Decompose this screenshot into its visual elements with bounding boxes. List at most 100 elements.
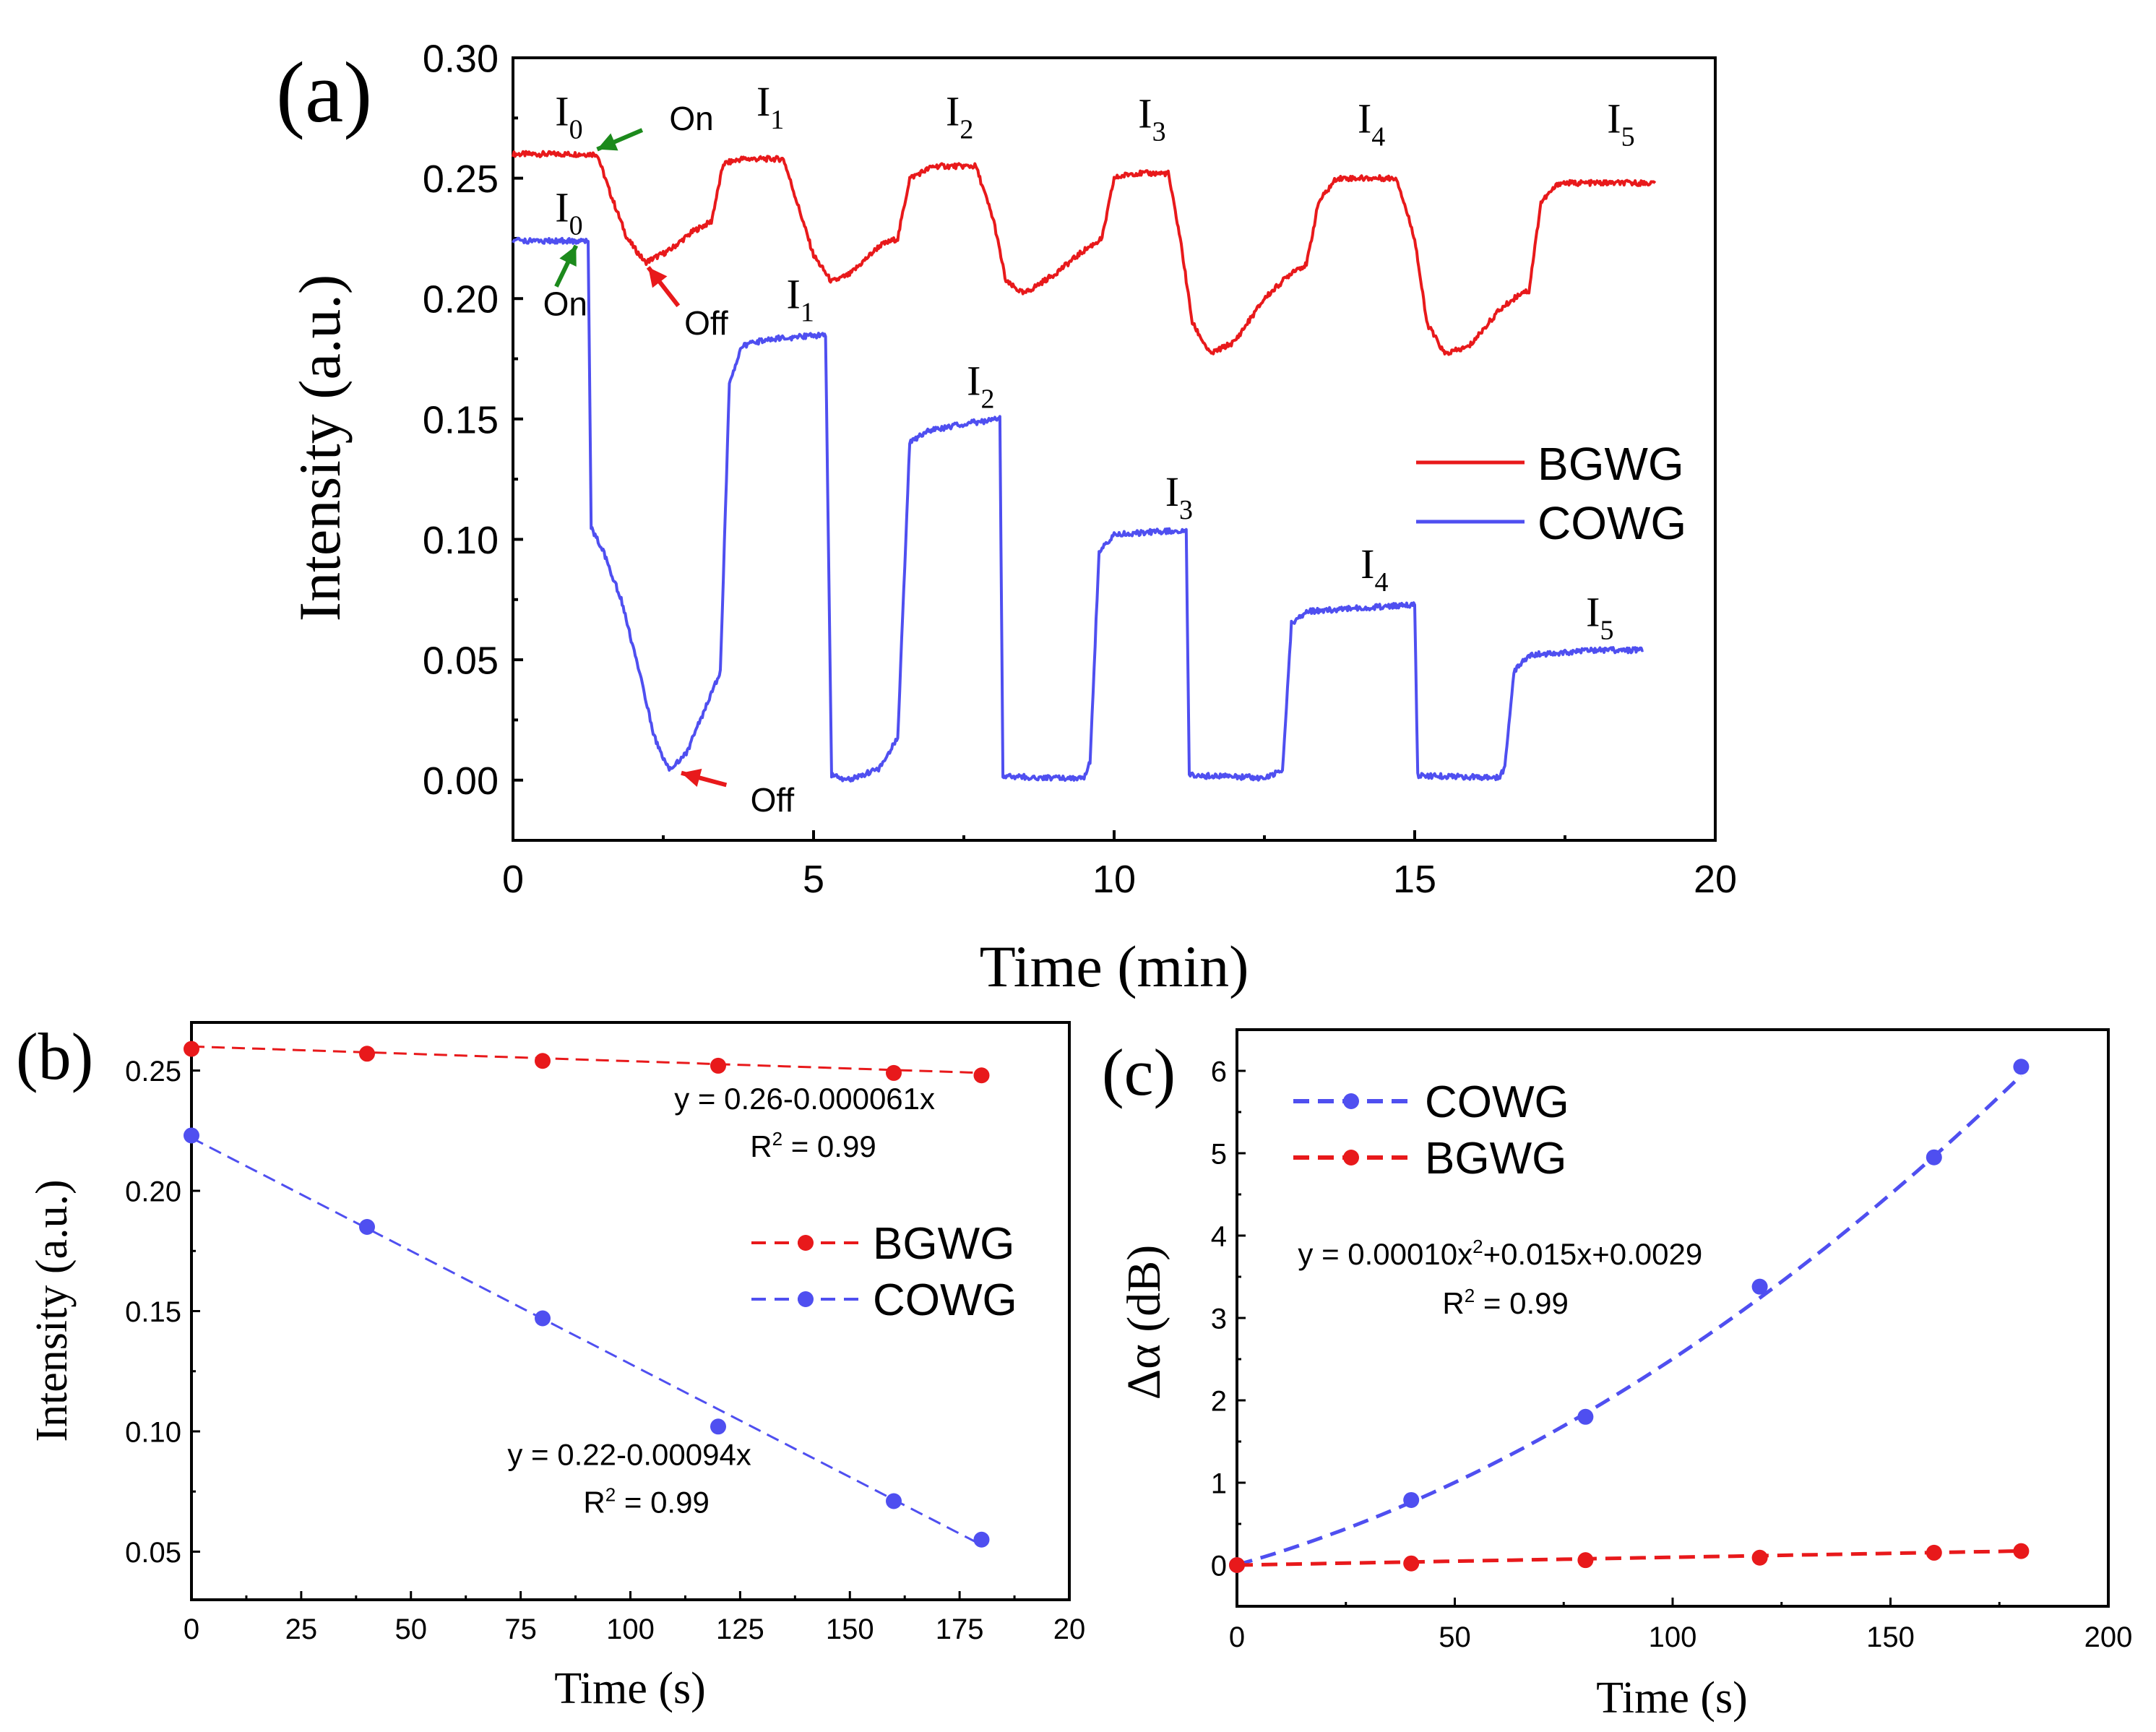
data-point-bgwg bbox=[184, 1041, 199, 1057]
legend-marker-bgwg-c bbox=[1343, 1150, 1359, 1166]
level-label-subscript: 5 bbox=[1621, 121, 1635, 152]
fit-r-squared-value: = 0.99 bbox=[782, 1129, 876, 1163]
y-axis-title-b: Intensity (a.u.) bbox=[27, 1179, 77, 1442]
y-axis-title-c: Δα (dB) bbox=[1118, 1245, 1170, 1400]
annotation-arrow-head bbox=[681, 768, 702, 787]
fit-equation: y = 0.26-0.000061x bbox=[674, 1082, 935, 1116]
data-point-cowg bbox=[973, 1531, 990, 1548]
legend-c: COWG BGWG bbox=[1293, 1077, 1569, 1184]
x-tick-label: 150 bbox=[826, 1613, 874, 1645]
data-point-cowg bbox=[535, 1310, 551, 1327]
legend-label-cowg-c: COWG bbox=[1425, 1077, 1569, 1127]
y-tick-label: 0.25 bbox=[125, 1056, 181, 1087]
level-label-bgwg-1: I1 bbox=[756, 78, 784, 135]
legend-label-bgwg-c: BGWG bbox=[1425, 1134, 1566, 1184]
level-label-subscript: 5 bbox=[1600, 615, 1613, 645]
data-point-bgwg bbox=[2013, 1543, 2030, 1559]
data-point-bgwg bbox=[973, 1067, 990, 1084]
data-point-bgwg bbox=[886, 1064, 902, 1081]
level-label-subscript: 2 bbox=[960, 114, 973, 145]
data-point-bgwg bbox=[1926, 1544, 1942, 1561]
annotation-label-on: On bbox=[543, 285, 587, 323]
level-label-bgwg-2: I2 bbox=[946, 87, 973, 145]
data-point-bgwg bbox=[359, 1046, 375, 1062]
level-label-subscript: 0 bbox=[569, 211, 583, 241]
y-tick-label: 0.25 bbox=[423, 158, 499, 201]
level-label-bgwg-4: I4 bbox=[1358, 95, 1385, 152]
annotation-label-off: Off bbox=[684, 304, 728, 342]
data-point-bgwg bbox=[1577, 1552, 1594, 1569]
level-label-subscript: 4 bbox=[1371, 121, 1385, 152]
data-point-bgwg bbox=[1403, 1555, 1420, 1572]
level-labels-a: I0 I1 I2 I3 I4 I5 I0 I1 I2 I3 I4 I5 bbox=[555, 78, 1634, 645]
level-label-cowg-0: I0 bbox=[555, 184, 582, 241]
fit-r-squared-sup: 2 bbox=[1465, 1285, 1475, 1306]
level-label-cowg-4: I4 bbox=[1361, 540, 1388, 598]
legend-label-cowg-a: COWG bbox=[1538, 497, 1686, 549]
legend-marker-cowg-c bbox=[1343, 1093, 1359, 1109]
x-tick-label: 50 bbox=[1439, 1621, 1471, 1653]
x-tick-label: 25 bbox=[285, 1613, 318, 1645]
x-tick-label: 125 bbox=[716, 1613, 764, 1645]
data-point-cowg bbox=[359, 1218, 375, 1235]
fit-r-squared-value: = 0.99 bbox=[616, 1486, 710, 1520]
y-tick-label: 0.15 bbox=[423, 398, 499, 441]
fit-r-squared-value: = 0.99 bbox=[1475, 1286, 1569, 1320]
data-point-cowg bbox=[2013, 1059, 2030, 1075]
legend-marker-bgwg-b bbox=[798, 1235, 814, 1251]
equations-b: y = 0.26-0.000061x R2 = 0.99 y = 0.22-0.00… bbox=[507, 1082, 935, 1520]
fit-line-cowg bbox=[1236, 1074, 2023, 1567]
x-axis-c: 0 50 100 150 200 bbox=[1229, 1598, 2132, 1653]
panel-c: (c) 0 50 100 150 200 0 1 2 3 4 5 6 y = 0.00010x2+0… bbox=[1102, 1028, 2132, 1723]
y-tick-label: 0.00 bbox=[423, 759, 499, 803]
x-tick-label: 5 bbox=[803, 858, 824, 901]
fit-line-cowg bbox=[191, 1137, 983, 1546]
data-point-cowg bbox=[1577, 1408, 1594, 1425]
series-line-bgwg bbox=[512, 150, 1657, 356]
y-axis-b: 0.05 0.10 0.15 0.20 0.25 bbox=[125, 1056, 200, 1569]
y-tick-label: 0.20 bbox=[125, 1176, 181, 1207]
annotation-arrow-head bbox=[559, 245, 577, 267]
y-tick-label: 0.05 bbox=[125, 1537, 181, 1569]
level-label-subscript: 4 bbox=[1374, 567, 1388, 598]
panel-label-c: (c) bbox=[1102, 1035, 1176, 1109]
fit-r-squared-sup: 2 bbox=[772, 1128, 782, 1150]
x-axis-b: 0 25 50 75 100 125 150 175 20 bbox=[184, 1591, 1085, 1645]
y-tick-label: 2 bbox=[1211, 1385, 1227, 1417]
fit-line-bgwg bbox=[1236, 1549, 2022, 1567]
x-tick-label: 10 bbox=[1092, 858, 1136, 901]
y-axis-title-a: Intensity (a.u.) bbox=[287, 275, 353, 621]
x-tick-label: 20 bbox=[1694, 858, 1737, 901]
panel-label-b: (b) bbox=[16, 1020, 93, 1093]
data-point-bgwg bbox=[1229, 1557, 1245, 1573]
legend-label-bgwg-b: BGWG bbox=[873, 1219, 1014, 1269]
fit-r-squared: R2 = 0.99 bbox=[750, 1128, 876, 1163]
y-tick-label: 5 bbox=[1211, 1138, 1227, 1170]
fit-equation-rest: +0.015x+0.0029 bbox=[1483, 1237, 1703, 1271]
y-tick-label: 0.10 bbox=[125, 1416, 181, 1448]
x-tick-label: 15 bbox=[1393, 858, 1436, 901]
fit-equation: y = 0.22-0.00094x bbox=[507, 1438, 751, 1472]
legend-a: BGWG COWG bbox=[1416, 438, 1686, 549]
panel-a: (a) 0 5 10 15 20 0.000.050.100.150.200.250.3… bbox=[276, 37, 1737, 999]
legend-label-cowg-b: COWG bbox=[873, 1275, 1017, 1325]
level-label-subscript: 3 bbox=[1152, 117, 1166, 147]
data-point-bgwg bbox=[1751, 1549, 1768, 1566]
series-line-cowg bbox=[512, 236, 1644, 783]
equations-c: y = 0.00010x2+0.015x+0.0029 R2 = 0.99 bbox=[1298, 1236, 1702, 1320]
data-point-cowg bbox=[184, 1127, 199, 1144]
y-tick-label: 6 bbox=[1211, 1056, 1227, 1087]
x-axis-title-c: Time (s) bbox=[1596, 1673, 1748, 1723]
x-tick-label: 150 bbox=[1866, 1621, 1915, 1653]
annotation-arrow-head bbox=[648, 267, 668, 288]
annotation-arrow-head bbox=[597, 133, 618, 151]
level-label-cowg-1: I1 bbox=[787, 271, 814, 328]
x-tick-label: 75 bbox=[504, 1613, 537, 1645]
data-point-bgwg bbox=[535, 1053, 551, 1069]
x-axis-title-b: Time (s) bbox=[554, 1664, 706, 1713]
level-label-cowg-5: I5 bbox=[1586, 588, 1613, 645]
data-point-bgwg bbox=[710, 1057, 726, 1074]
legend-label-bgwg-a: BGWG bbox=[1538, 438, 1684, 490]
x-tick-label: 100 bbox=[606, 1613, 655, 1645]
x-tick-label: 0 bbox=[502, 858, 524, 901]
